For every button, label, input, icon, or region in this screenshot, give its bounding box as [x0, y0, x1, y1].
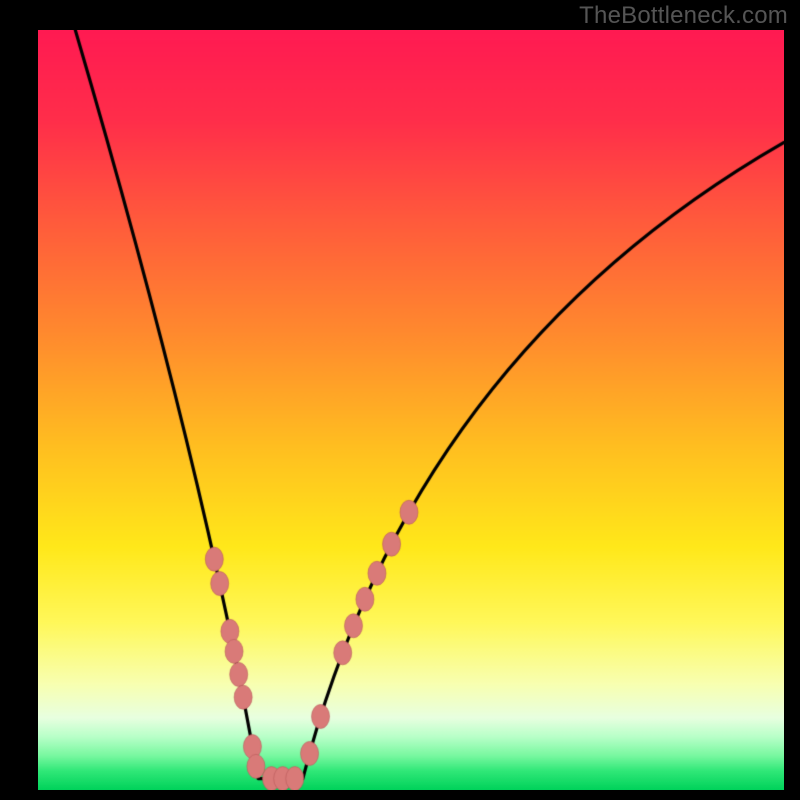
watermark-text: TheBottleneck.com [579, 2, 788, 30]
stage: TheBottleneck.com [0, 0, 800, 800]
marker-dots [38, 30, 784, 790]
plot-area [38, 30, 784, 790]
